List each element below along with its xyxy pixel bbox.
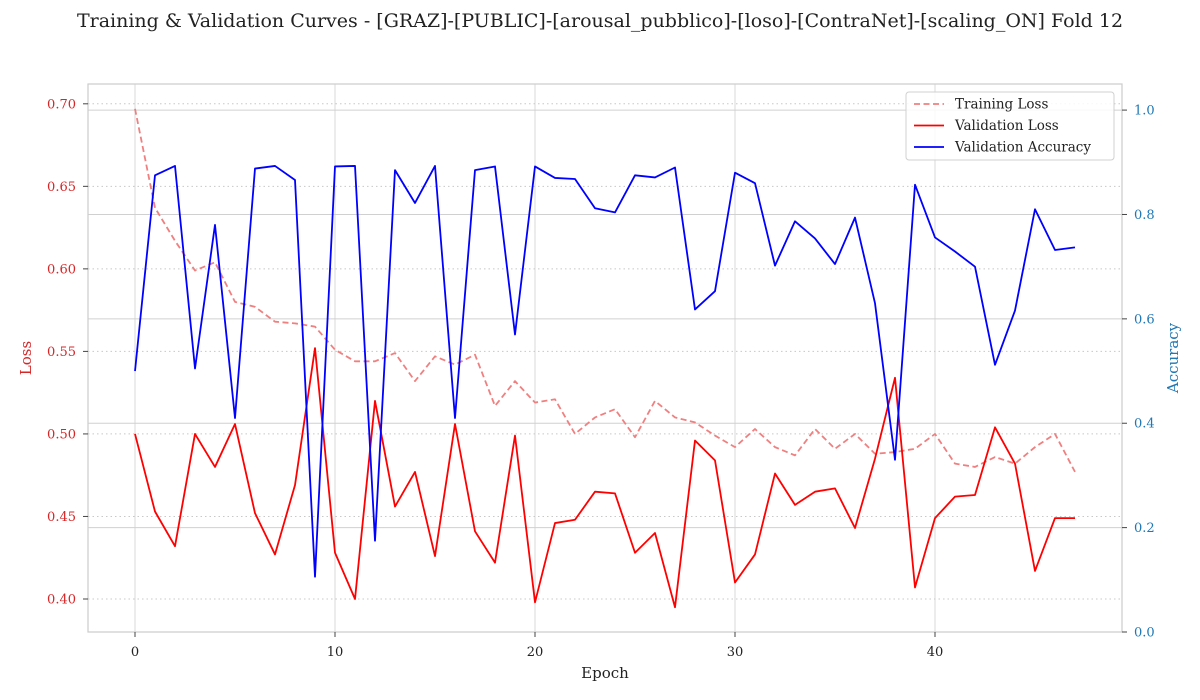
y-right-tick-label: 0.4 bbox=[1134, 417, 1155, 432]
legend-label-validation-accuracy: Validation Accuracy bbox=[954, 140, 1091, 156]
x-tick-label: 40 bbox=[927, 645, 944, 660]
legend-label-training-loss: Training Loss bbox=[955, 97, 1048, 113]
y-right-tick-label: 0.0 bbox=[1134, 626, 1155, 641]
legend-label-validation-loss: Validation Loss bbox=[954, 118, 1059, 134]
y-left-tick-label: 0.55 bbox=[47, 345, 76, 360]
y-right-tick-label: 1.0 bbox=[1134, 104, 1155, 119]
plot-frame bbox=[87, 83, 1123, 633]
x-axis-label: Epoch bbox=[581, 664, 629, 682]
y-left-tick-label: 0.50 bbox=[47, 427, 76, 442]
y-left-tick-label: 0.65 bbox=[47, 180, 76, 195]
x-tick-label: 20 bbox=[527, 645, 544, 660]
x-tick-label: 0 bbox=[131, 645, 139, 660]
y-left-tick-label: 0.70 bbox=[47, 97, 76, 112]
x-tick-label: 30 bbox=[727, 645, 744, 660]
validation-loss-line bbox=[134, 347, 1075, 609]
y-axis-right-label: Accuracy bbox=[1164, 322, 1182, 394]
legend: Training Loss Validation Loss Validation A… bbox=[905, 91, 1115, 161]
legend-box bbox=[905, 91, 1115, 161]
chart-title: Training & Validation Curves - [GRAZ]-[P… bbox=[76, 10, 1124, 32]
y-left-tick-label: 0.60 bbox=[47, 262, 76, 277]
training-loss-line bbox=[134, 108, 1076, 473]
y-right-tick-label: 0.2 bbox=[1134, 521, 1155, 536]
y-right-tick-label: 0.8 bbox=[1134, 208, 1155, 223]
grid-layer bbox=[88, 84, 1122, 633]
series-layer bbox=[134, 108, 1076, 609]
ticks-layer: 0 10 20 30 40 0.40 0.45 0.50 0.55 0.60 0.65 0.70 0.0… bbox=[47, 97, 1155, 660]
y-left-tick-label: 0.45 bbox=[47, 510, 76, 525]
y-axis-left-label: Loss bbox=[17, 341, 35, 375]
y-left-tick-label: 0.40 bbox=[47, 592, 76, 607]
y-right-tick-label: 0.6 bbox=[1134, 312, 1155, 327]
validation-accuracy-line bbox=[134, 165, 1076, 578]
x-tick-label: 10 bbox=[327, 645, 344, 660]
